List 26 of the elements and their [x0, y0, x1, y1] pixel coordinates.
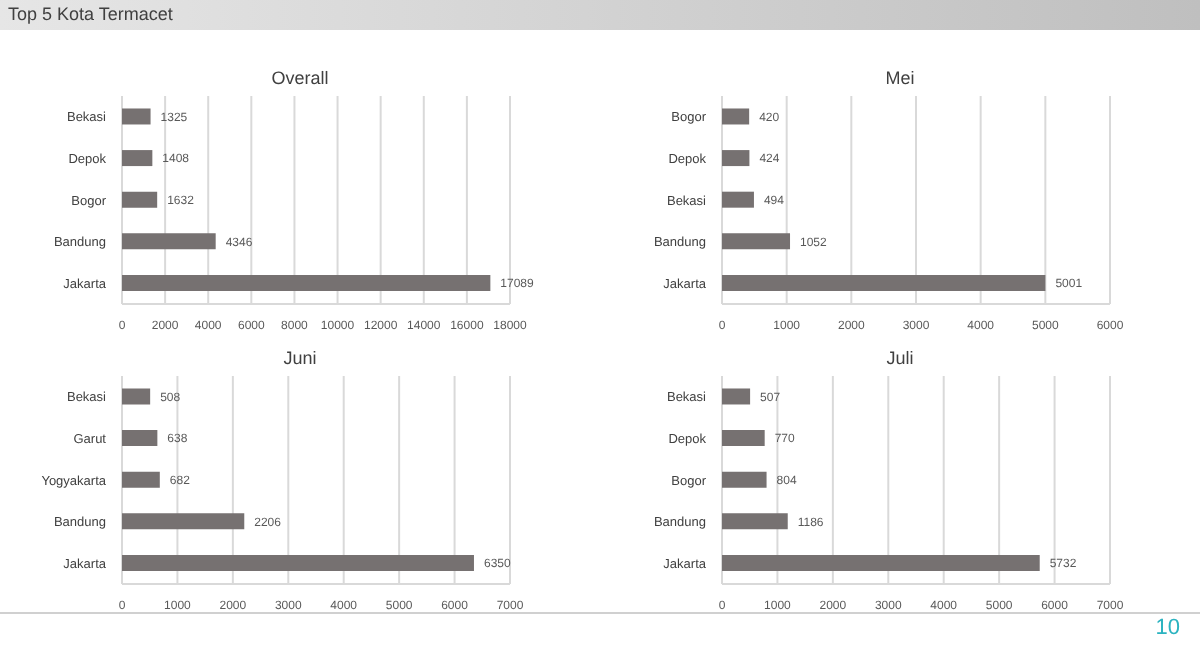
- bar: [122, 150, 153, 167]
- chart-title: Juli: [884, 348, 916, 372]
- bar: [722, 388, 751, 405]
- bar: [722, 108, 750, 125]
- bar: [722, 430, 765, 447]
- bar: [122, 471, 160, 488]
- bar: [722, 233, 791, 250]
- text: 10: [1155, 616, 1180, 640]
- bar: [722, 471, 767, 488]
- bar: [722, 554, 1040, 571]
- bar: [122, 274, 491, 291]
- chart-title: Overall: [269, 68, 331, 92]
- bar: [722, 513, 788, 530]
- bar: [722, 191, 754, 208]
- chart-title: Mei: [883, 68, 917, 92]
- bar: [722, 274, 1046, 291]
- bar: [122, 430, 158, 447]
- chart-title: Juni: [281, 348, 319, 372]
- text: Top 5 Kota Termacet: [8, 4, 173, 24]
- bar: [122, 191, 158, 208]
- bar: [122, 513, 245, 530]
- bar: [122, 233, 216, 250]
- bar: [722, 150, 750, 167]
- bar: [122, 388, 151, 405]
- bar: [122, 108, 151, 125]
- bar: [122, 554, 474, 571]
